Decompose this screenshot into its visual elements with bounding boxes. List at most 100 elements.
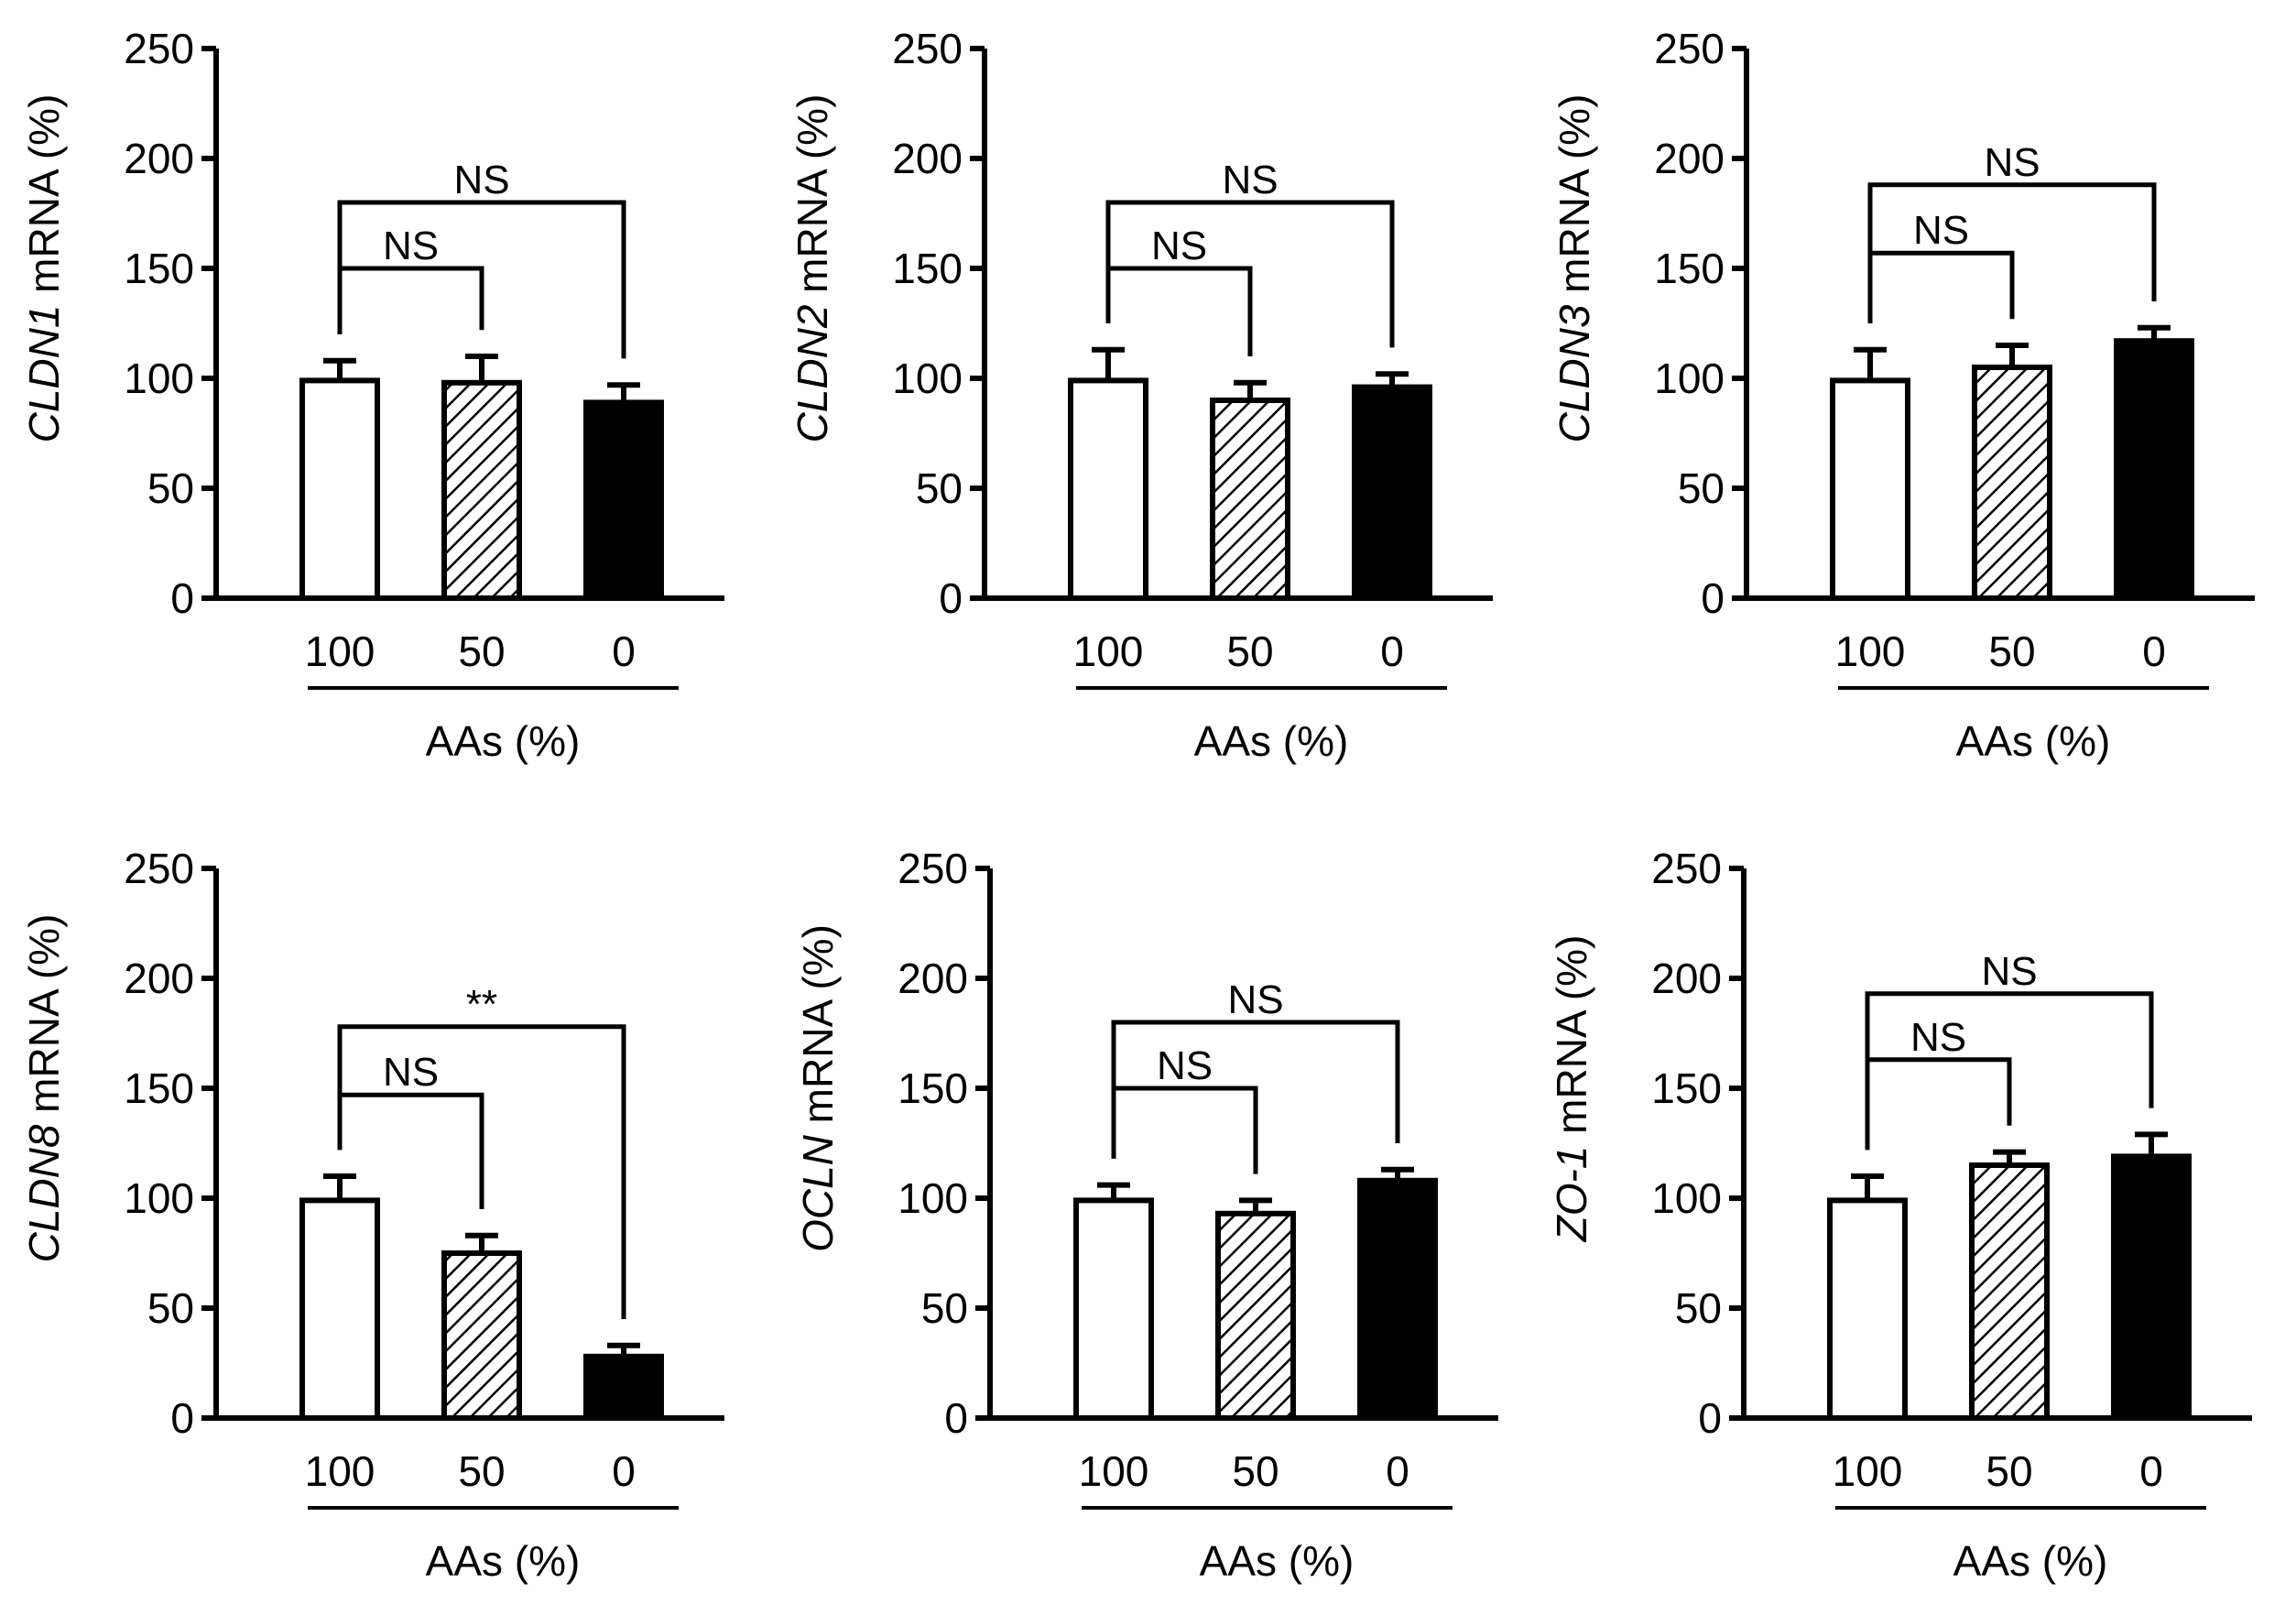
x-axis-title: AAs (%) (1200, 1537, 1355, 1585)
chart-panel-1: 0 50 100 150 200 250 CLDN1 mRNA (%) 100 50 0 AAs (… (20, 25, 724, 765)
significance-label: NS (1984, 140, 2040, 185)
significance-label: NS (1151, 224, 1207, 268)
x-category-label: 0 (2142, 627, 2166, 675)
y-axis-label-unit: mRNA (%) (20, 94, 68, 305)
bar-0 (583, 1353, 664, 1422)
y-tick-label: 0 (170, 1394, 194, 1442)
x-category-label: 0 (612, 1447, 636, 1495)
y-axis-label-gene: ZO-1 (1548, 1146, 1595, 1243)
x-category-label: 0 (1380, 627, 1404, 675)
bar-100 (299, 377, 380, 601)
bar-0 (1357, 1177, 1438, 1422)
y-tick-label: 200 (124, 955, 194, 1002)
y-tick-label: 50 (916, 464, 963, 512)
significance-bracket (337, 1024, 626, 1319)
y-axis-label: ZO-1 mRNA (%) (1548, 935, 1595, 1243)
y-tick-label: 200 (898, 955, 968, 1002)
y-axis-label-unit: mRNA (%) (789, 94, 836, 305)
y-tick-label: 150 (1654, 245, 1725, 292)
x-category-label: 100 (305, 1447, 375, 1495)
y-tick-label: 50 (1675, 1284, 1722, 1332)
bar-0 (2114, 338, 2194, 601)
bar-50 (441, 1250, 522, 1421)
y-tick-label: 150 (892, 245, 963, 292)
significance-bracket (1111, 1020, 1400, 1159)
y-axis-label: CLDN8 mRNA (%) (20, 914, 68, 1263)
y-tick-label: 250 (124, 25, 194, 72)
y-tick-label: 200 (1654, 135, 1725, 182)
chart-panel-6: 0 50 100 150 200 250 ZO-1 mRNA (%) 100 50 0 AAs (%… (1548, 845, 2252, 1585)
y-tick-label: 250 (892, 25, 963, 72)
y-tick-label: 100 (124, 1174, 194, 1222)
y-axis-label: OCLN mRNA (%) (794, 924, 842, 1252)
significance-bracket (1111, 1086, 1258, 1174)
bar-0 (2111, 1153, 2192, 1422)
x-category-label: 0 (2139, 1447, 2163, 1495)
bar-50 (1215, 1210, 1296, 1422)
x-category-label: 100 (1079, 1447, 1149, 1495)
significance-label: NS (453, 158, 509, 202)
y-axis-label-gene: CLDN3 (1551, 304, 1598, 442)
y-axis-label: CLDN3 mRNA (%) (1551, 94, 1598, 443)
x-axis-title: AAs (%) (1194, 717, 1349, 765)
significance-label: NS (1910, 1015, 1966, 1060)
significance-bracket (1865, 1057, 2012, 1151)
bar-100 (299, 1197, 380, 1422)
bar-0 (583, 399, 664, 601)
y-axis-label: CLDN2 mRNA (%) (789, 94, 836, 443)
chart-panel-3: 0 50 100 150 200 250 CLDN3 mRNA (%) 100 50 0 AAs (… (1551, 25, 2255, 765)
y-tick-label: 200 (1651, 955, 1722, 1002)
y-tick-label: 0 (1698, 1394, 1722, 1442)
x-axis-title: AAs (%) (1953, 1537, 2108, 1585)
significance-label: NS (1222, 158, 1278, 202)
y-tick-label: 100 (1654, 355, 1725, 402)
y-tick-label: 0 (170, 574, 194, 622)
x-category-label: 50 (458, 627, 505, 675)
y-tick-label: 200 (124, 135, 194, 182)
x-axis-title: AAs (%) (426, 717, 581, 765)
significance-label: NS (1157, 1043, 1213, 1088)
bar-50 (1210, 398, 1290, 601)
significance-label: NS (1227, 977, 1283, 1022)
y-axis-label-unit: mRNA (%) (794, 924, 842, 1135)
significance-bracket (1867, 182, 2157, 323)
y-tick-label: 0 (939, 574, 963, 622)
significance-bracket (1105, 266, 1253, 356)
x-category-label: 50 (1986, 1447, 2032, 1495)
chart-panel-4: 0 50 100 150 200 250 CLDN8 mRNA (%) 100 50 0 AAs (… (20, 845, 724, 1585)
y-axis-label-gene: OCLN (794, 1134, 842, 1252)
significance-bracket (1867, 250, 2015, 323)
y-axis-label-unit: mRNA (%) (20, 914, 68, 1125)
y-tick-label: 150 (1651, 1064, 1722, 1112)
x-axis-title: AAs (%) (426, 1537, 581, 1585)
significance-bracket (337, 200, 626, 359)
y-axis-label: CLDN1 mRNA (%) (20, 94, 68, 443)
y-tick-label: 250 (1654, 25, 1725, 72)
bar-50 (1969, 1162, 2050, 1421)
y-tick-label: 0 (944, 1394, 968, 1442)
x-category-label: 50 (1232, 1447, 1279, 1495)
significance-bracket (1105, 200, 1395, 348)
x-category-label: 0 (612, 627, 636, 675)
bar-100 (1827, 1197, 1908, 1422)
x-category-label: 100 (305, 627, 375, 675)
y-tick-label: 250 (1651, 845, 1722, 892)
x-category-label: 50 (1226, 627, 1273, 675)
significance-bracket (337, 266, 484, 334)
y-tick-label: 50 (921, 1284, 968, 1332)
chart-panel-5: 0 50 100 150 200 250 OCLN mRNA (%) 100 50 0 AAs (%… (794, 845, 1498, 1585)
x-category-label: 50 (458, 1447, 505, 1495)
x-category-label: 50 (1988, 627, 2035, 675)
y-axis-label-gene: CLDN8 (20, 1124, 68, 1262)
y-tick-label: 250 (898, 845, 968, 892)
y-axis-label-unit: mRNA (%) (1548, 935, 1595, 1146)
bar-100 (1830, 377, 1910, 601)
y-tick-label: 250 (124, 845, 194, 892)
bar-50 (441, 379, 522, 601)
y-tick-label: 50 (1678, 464, 1725, 512)
x-category-label: 100 (1833, 1447, 1903, 1495)
y-tick-label: 50 (147, 464, 194, 512)
x-category-label: 100 (1073, 627, 1144, 675)
y-tick-label: 100 (124, 355, 194, 402)
y-axis-label-gene: CLDN1 (20, 305, 68, 443)
